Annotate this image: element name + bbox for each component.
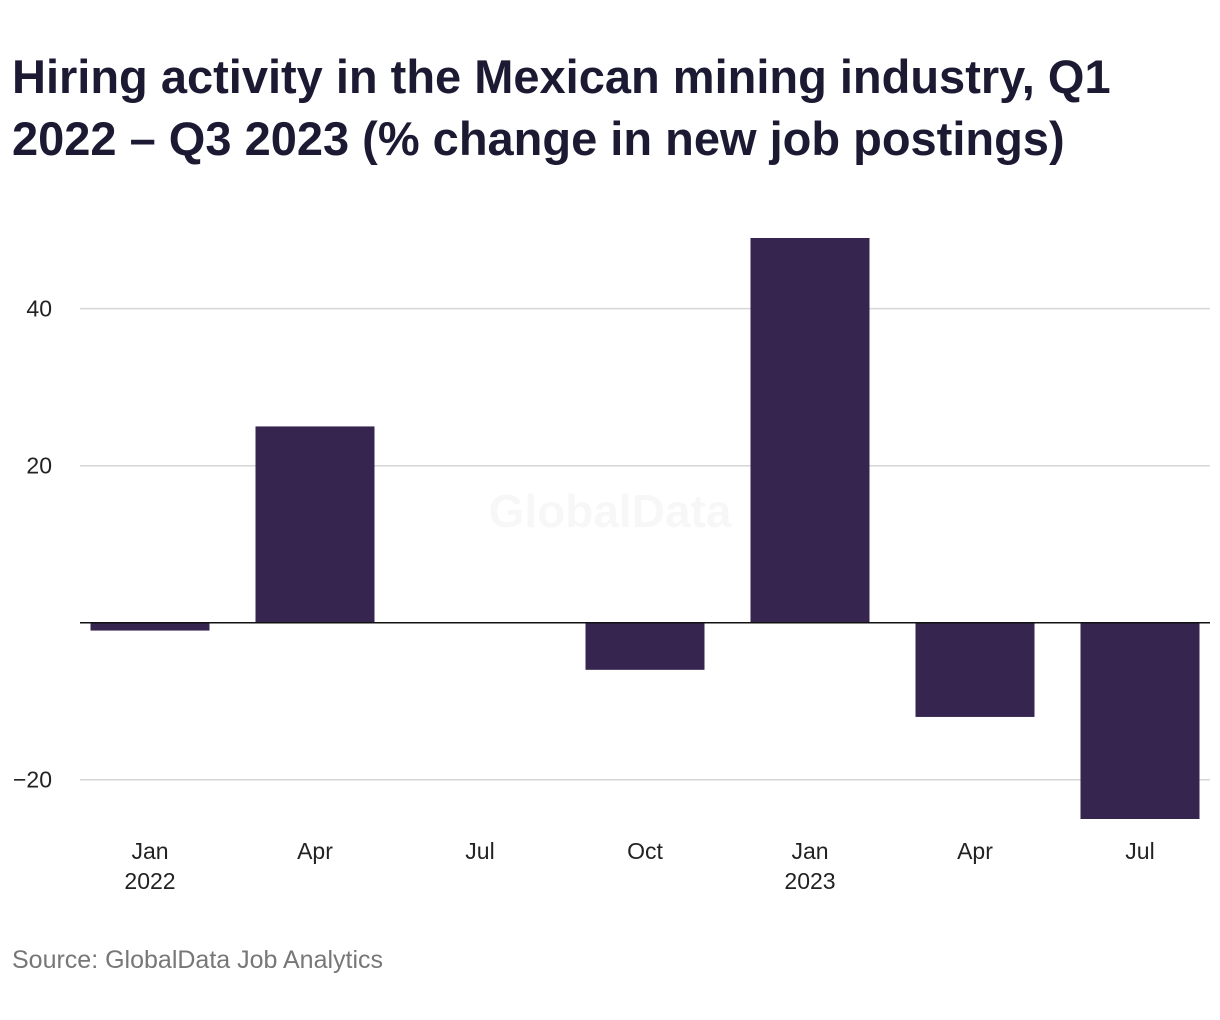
x-tick-month: Jul (465, 838, 494, 864)
bar-oct-2022 (585, 622, 705, 670)
bar-apr-2022 (255, 426, 375, 623)
y-tick-label: −20 (13, 767, 52, 793)
bar-apr-2023 (915, 622, 1035, 717)
x-tick-year: 2022 (124, 868, 175, 894)
source-note: Source: GlobalData Job Analytics (12, 946, 384, 974)
x-tick-labels: Jan 2022 Apr Jul Oct Jan 2023 Apr Jul (124, 838, 1154, 894)
x-tick-month: Jul (1125, 838, 1154, 864)
bar-jul-2023 (1080, 622, 1200, 819)
bar-jan-2023 (750, 238, 870, 623)
y-tick-label: 40 (26, 296, 52, 322)
bar-jan-2022 (90, 622, 210, 631)
x-tick-month: Apr (297, 838, 333, 864)
watermark-text: GlobalData (489, 485, 732, 537)
watermark: GlobalData (489, 485, 732, 537)
bars (90, 238, 1200, 819)
chart-title: Hiring activity in the Mexican mining in… (12, 50, 1111, 165)
y-tick-label: 20 (26, 453, 52, 479)
x-tick-month: Jan (791, 838, 828, 864)
x-tick-year: 2023 (784, 868, 835, 894)
x-tick-month: Apr (957, 838, 993, 864)
gridlines (80, 307, 1210, 781)
x-tick-month: Oct (627, 838, 663, 864)
y-tick-labels: −20 20 40 (13, 296, 52, 793)
x-tick-month: Jan (131, 838, 168, 864)
